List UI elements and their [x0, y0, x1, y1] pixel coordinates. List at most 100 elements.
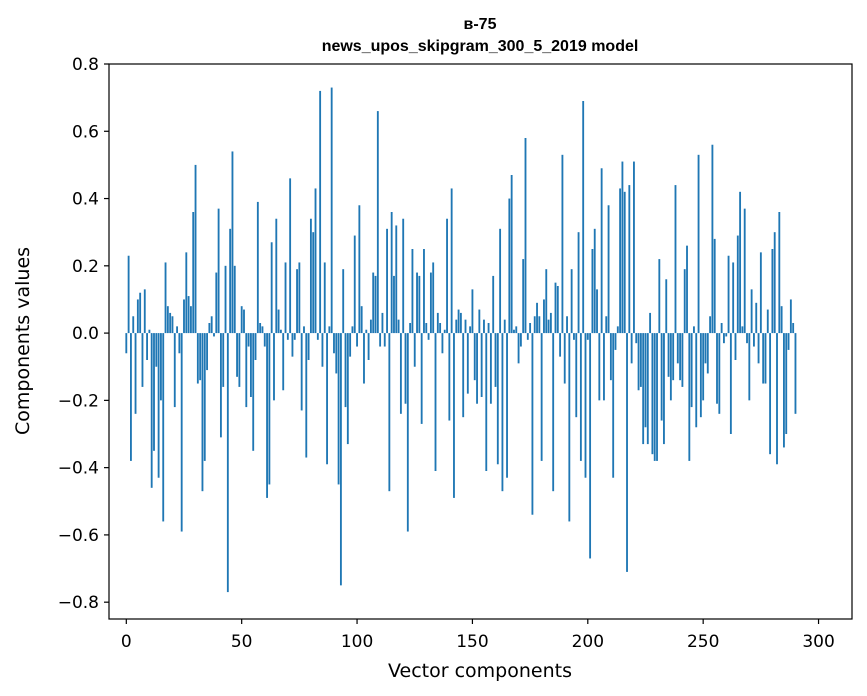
bar	[538, 316, 541, 334]
bar	[586, 333, 589, 340]
y-axis-ticks: −0.8 −0.6 −0.4 −0.2 0.0 0.2 0.4 0.6 0.8	[58, 55, 109, 613]
bar	[503, 319, 506, 334]
bar	[180, 333, 183, 532]
bar	[443, 329, 446, 334]
bar	[462, 333, 465, 418]
x-tick-label: 200	[572, 632, 604, 652]
bar	[513, 329, 515, 334]
chart-title: в-75	[464, 16, 497, 33]
y-tick-label: 0.0	[72, 324, 99, 344]
bar	[771, 249, 774, 334]
y-tick-label: −0.6	[58, 526, 99, 546]
bar	[485, 333, 488, 471]
bar	[609, 333, 612, 381]
bar	[540, 333, 543, 461]
bar	[219, 333, 222, 438]
bar	[243, 309, 245, 334]
bar	[455, 319, 458, 334]
bar	[598, 333, 601, 401]
bar	[529, 323, 532, 334]
bar	[436, 312, 439, 334]
bar	[753, 333, 755, 347]
bar	[356, 333, 358, 347]
bar	[783, 333, 785, 448]
bar	[335, 333, 338, 374]
bar	[383, 333, 386, 347]
bar	[236, 333, 238, 377]
bar	[596, 289, 598, 334]
bar	[522, 259, 525, 334]
bar	[261, 326, 264, 334]
bar	[270, 242, 273, 334]
bar	[559, 333, 562, 357]
x-tick-label: 300	[802, 632, 834, 652]
bar	[639, 333, 642, 387]
bar	[720, 323, 723, 334]
bar	[266, 333, 268, 498]
bar	[579, 333, 582, 461]
bar	[727, 255, 730, 334]
bar	[480, 333, 483, 397]
bar	[339, 333, 342, 586]
bar	[284, 262, 287, 334]
bar	[732, 262, 735, 334]
bar	[298, 262, 301, 334]
bar	[210, 316, 213, 334]
bar	[379, 333, 382, 347]
bar	[148, 329, 151, 334]
bar	[699, 333, 702, 418]
bar	[305, 333, 308, 458]
bar	[132, 316, 135, 334]
bar	[644, 333, 647, 428]
bar	[344, 333, 347, 408]
bar	[743, 208, 746, 334]
bar	[399, 333, 402, 414]
bar	[127, 255, 130, 334]
bar	[473, 333, 476, 381]
bar	[764, 333, 767, 384]
bar	[757, 333, 760, 364]
bar	[316, 333, 319, 340]
bar	[162, 333, 165, 522]
bar	[510, 175, 513, 334]
bar	[146, 333, 148, 360]
bar	[492, 275, 495, 334]
bar	[423, 249, 425, 334]
bar	[519, 333, 522, 347]
bar	[457, 309, 460, 334]
bar	[425, 323, 428, 334]
bar	[515, 326, 518, 334]
bar	[656, 333, 658, 461]
bar	[545, 269, 548, 334]
bar	[547, 319, 550, 334]
bar	[363, 333, 365, 384]
bar	[309, 218, 312, 334]
bar	[224, 265, 227, 334]
bar	[441, 333, 444, 354]
bar	[506, 333, 508, 478]
bar	[134, 333, 137, 414]
bar	[358, 205, 361, 334]
bar	[406, 333, 409, 532]
bar	[254, 333, 257, 360]
bar	[741, 326, 744, 334]
bar	[229, 228, 232, 334]
bar	[533, 316, 536, 334]
bar	[365, 329, 368, 334]
bar	[351, 326, 354, 334]
bar	[531, 333, 534, 515]
bar	[330, 87, 333, 334]
bar	[591, 249, 594, 334]
y-tick-label: 0.4	[72, 190, 99, 210]
bar	[263, 333, 266, 347]
bar	[660, 333, 663, 421]
bar	[566, 316, 568, 334]
bar	[478, 309, 481, 334]
bar	[427, 333, 430, 340]
bar	[293, 333, 296, 340]
bar	[746, 333, 748, 344]
bar	[374, 275, 377, 334]
bar	[155, 333, 158, 367]
x-tick-label: 250	[687, 632, 719, 652]
